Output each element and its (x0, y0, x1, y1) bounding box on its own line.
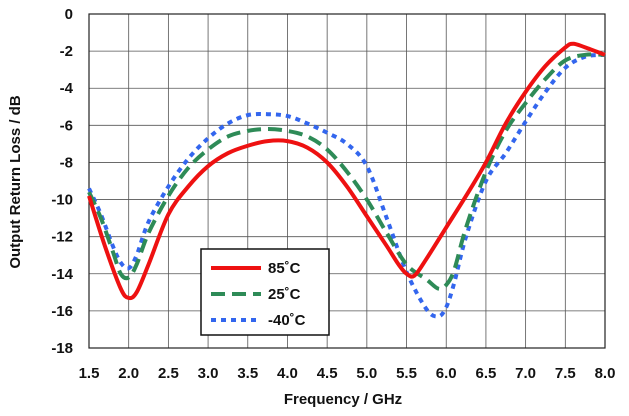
x-tick-label: 2.5 (158, 365, 179, 382)
legend: 85˚C 25˚C -40˚C (200, 248, 330, 336)
y-tick-label: -12 (51, 229, 73, 246)
y-tick-label: -4 (60, 80, 74, 97)
y-tick-label: -6 (60, 117, 73, 134)
x-tick-label: 6.5 (475, 365, 496, 382)
x-tick-label: 5.5 (396, 365, 417, 382)
series-line-0 (87, 41, 606, 301)
x-tick-label: 7.0 (515, 365, 536, 382)
x-axis-ticks: 1.5 2.0 2.5 3.0 3.5 4.0 4.5 5.0 5.5 6.0 6.5 7.0 7.5 8… (79, 365, 616, 382)
plot-area (88, 13, 606, 349)
series-line-1 (87, 52, 606, 291)
x-tick-label: 4.5 (317, 365, 338, 382)
y-tick-label: -18 (51, 340, 73, 357)
y-tick-label: -16 (51, 303, 73, 320)
x-tick-label: 7.5 (555, 365, 576, 382)
x-tick-label: 3.5 (237, 365, 258, 382)
y-tick-label: 0 (65, 6, 73, 23)
y-axis-label: Output Return Loss / dB (7, 95, 24, 268)
x-tick-label: 4.0 (277, 365, 298, 382)
legend-label-85c: 85˚C (268, 260, 301, 277)
y-tick-label: -14 (51, 266, 73, 283)
y-tick-label: -8 (60, 154, 73, 171)
legend-label-minus40c: -40˚C (268, 312, 306, 329)
x-tick-label: 6.0 (436, 365, 457, 382)
x-tick-label: 2.0 (118, 365, 139, 382)
x-tick-label: 5.0 (356, 365, 377, 382)
y-axis-ticks: 0 -2 -4 -6 -8 -10 -12 -14 -16 -18 (51, 6, 73, 357)
y-tick-label: -10 (51, 192, 73, 209)
legend-label-25c: 25˚C (268, 286, 301, 303)
series-layer (87, 41, 606, 319)
y-tick-label: -2 (60, 43, 73, 60)
x-axis-label: Frequency / GHz (284, 391, 402, 408)
x-tick-label: 3.0 (198, 365, 219, 382)
x-tick-label: 8.0 (595, 365, 616, 382)
x-tick-label: 1.5 (79, 365, 100, 382)
series-line-2 (87, 52, 606, 319)
